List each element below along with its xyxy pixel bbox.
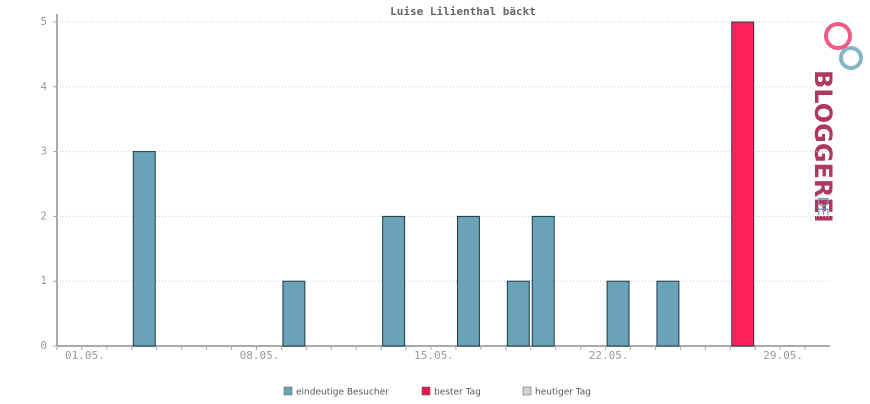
legend-swatch: [283, 386, 293, 396]
x-tick-label: 08.05.: [240, 349, 280, 362]
bar: [456, 215, 480, 347]
bar: [132, 151, 156, 347]
y-tick-label: 0: [40, 339, 47, 352]
logo-text: BLOGGEREI: [809, 70, 837, 223]
legend-swatch: [421, 386, 431, 396]
legend-label: eindeutige Besucher: [296, 388, 389, 398]
y-tick-label: 1: [40, 274, 47, 287]
logo-suffix: .DE: [814, 192, 830, 216]
logo-icon: [824, 22, 863, 70]
bar: [282, 280, 306, 347]
chart-title: Luise Lilienthal bäckt: [390, 5, 536, 18]
legend-label: heutiger Tag: [535, 388, 591, 398]
legend-swatch: [522, 386, 532, 396]
bar: [506, 280, 530, 347]
x-tick-label: 29.05.: [763, 349, 803, 362]
bar: [531, 215, 555, 347]
bar: [731, 21, 755, 347]
x-tick-label: 15.05.: [414, 349, 454, 362]
legend-label: bester Tag: [434, 388, 481, 398]
bar: [606, 280, 630, 347]
y-tick-label: 2: [40, 209, 47, 222]
bar: [656, 280, 680, 347]
x-tick-label: 22.05.: [589, 349, 629, 362]
y-tick-label: 3: [40, 145, 47, 158]
x-tick-label: 01.05.: [65, 349, 105, 362]
bar: [382, 215, 406, 347]
y-tick-label: 5: [40, 15, 47, 28]
logo: BLOGGEREI .DE: [809, 70, 837, 223]
y-tick-label: 4: [40, 80, 47, 93]
